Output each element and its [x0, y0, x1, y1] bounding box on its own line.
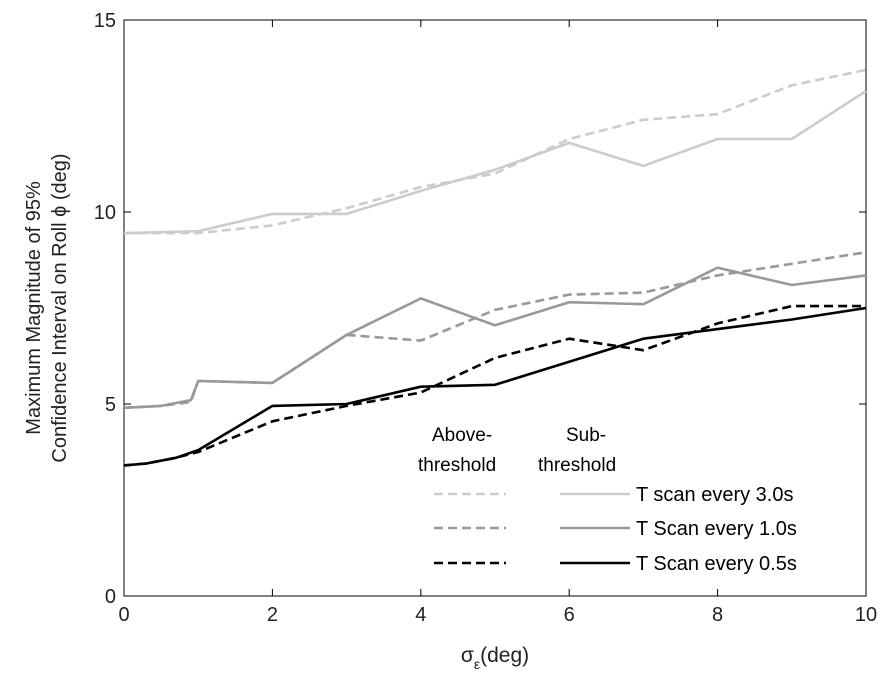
- legend-label: T Scan every 0.5s: [636, 553, 797, 575]
- series-line-above-threshold-3: [123, 251, 867, 410]
- x-tick-label: 8: [712, 604, 723, 626]
- legend-header-above-line2: threshold: [418, 455, 496, 476]
- legend: Above- threshold Sub- threshold T scan e…: [418, 425, 797, 575]
- y-tick-label: 10: [94, 202, 116, 224]
- series-line-sub-threshold-0: [123, 89, 867, 235]
- x-tick-label: 4: [415, 604, 426, 626]
- y-axis-label-line1: Maximum Magnitude of 95%: [23, 181, 45, 435]
- y-tick-label: 15: [94, 10, 116, 32]
- legend-label: T Scan every 1.0s: [636, 518, 797, 540]
- x-axis-label-symbol: σ: [461, 644, 474, 667]
- x-axis-label-subscript: ε: [474, 656, 480, 672]
- x-tick-label: 0: [118, 604, 129, 626]
- x-tick-label: 2: [267, 604, 278, 626]
- series-line-sub-threshold-4: [123, 306, 867, 467]
- x-tick-label: 10: [855, 604, 877, 626]
- x-axis-label: σε(deg): [461, 644, 529, 672]
- series-line-above-threshold-1: [124, 68, 867, 235]
- x-axis-label-unit: (deg): [480, 644, 529, 667]
- series-line-above-threshold-5: [123, 304, 866, 467]
- y-axis-label-line2: Confidence Interval on Roll ϕ (deg): [49, 153, 71, 462]
- series-line-sub-threshold-2: [123, 266, 867, 410]
- y-tick-label: 5: [105, 394, 116, 416]
- legend-label: T scan every 3.0s: [636, 484, 793, 506]
- x-tick-label: 6: [564, 604, 575, 626]
- legend-header-above-line1: Above-: [432, 425, 492, 446]
- legend-header-sub-line2: threshold: [538, 455, 616, 476]
- series-layer: [123, 68, 867, 467]
- y-tick-label: 0: [105, 586, 116, 608]
- y-axis: 0 5 10 15: [94, 10, 866, 608]
- legend-rows: T scan every 3.0s T Scan every 1.0s T Scan…: [434, 484, 797, 575]
- legend-header-sub-line1: Sub-: [566, 425, 606, 446]
- plot-area-frame: [123, 19, 867, 597]
- y-axis-label: Maximum Magnitude of 95% Confidence Inte…: [23, 153, 71, 462]
- x-axis: 0 2 4 6 8 10: [118, 20, 877, 626]
